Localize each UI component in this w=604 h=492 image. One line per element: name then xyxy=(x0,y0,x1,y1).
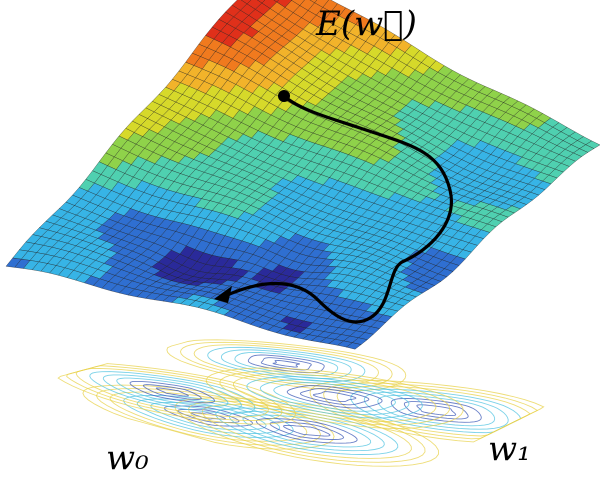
axis-label-w0: w₀ xyxy=(106,438,149,478)
contour-line xyxy=(246,376,423,419)
contour-line xyxy=(312,391,357,403)
contour-line xyxy=(255,418,358,444)
contour-line xyxy=(282,424,331,437)
energy-function-label: E(w⃗) xyxy=(316,4,417,44)
contour-line xyxy=(260,357,312,371)
contour-line xyxy=(95,388,321,446)
contour-line xyxy=(416,404,457,417)
contour-line xyxy=(272,359,301,368)
start-point-marker xyxy=(278,90,290,102)
contour-line xyxy=(89,371,256,414)
contour-line xyxy=(123,395,294,438)
gradient-descent-path xyxy=(214,90,453,324)
contour-line xyxy=(136,398,281,435)
contour-line xyxy=(273,382,396,412)
contour-line xyxy=(129,380,216,404)
contour-line xyxy=(299,388,370,406)
contour-line xyxy=(363,391,509,430)
descent-trajectory-curve xyxy=(223,94,453,324)
contour-line xyxy=(233,373,437,422)
contour-line xyxy=(390,398,482,423)
contour-line xyxy=(116,377,229,407)
energy-surface-mesh xyxy=(5,0,601,350)
contour-floor xyxy=(57,339,545,467)
contour-line xyxy=(286,385,383,409)
contour-line xyxy=(205,367,464,429)
contour-line xyxy=(155,387,190,397)
axis-label-w1: w₁ xyxy=(488,429,531,469)
contour-line xyxy=(309,379,545,443)
contour-line xyxy=(269,421,345,440)
contour-line xyxy=(242,414,372,448)
contour-line xyxy=(180,341,393,388)
contour-line xyxy=(377,394,496,427)
contour-line xyxy=(336,385,531,437)
contour-line xyxy=(102,374,242,411)
descent-arrowhead xyxy=(214,286,232,303)
contour-line xyxy=(259,379,410,416)
contour-line xyxy=(166,339,407,392)
surface-cell xyxy=(345,342,362,350)
contour-line xyxy=(403,401,469,420)
contour-line xyxy=(142,384,202,400)
contour-line xyxy=(219,370,450,426)
